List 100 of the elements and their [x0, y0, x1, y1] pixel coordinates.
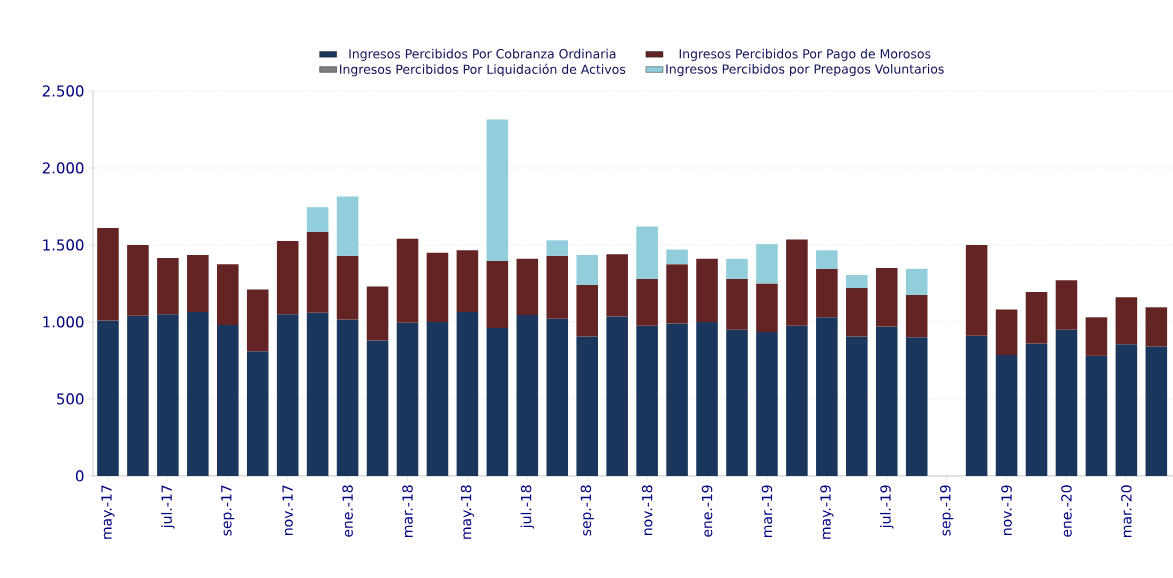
bar: [157, 258, 179, 315]
bar: [756, 332, 778, 476]
bar: [306, 312, 329, 476]
bar: [187, 311, 209, 476]
x-tick-label: ene.-18: [342, 485, 353, 537]
bar: [546, 318, 569, 476]
bar: [1115, 344, 1138, 476]
bar: [576, 255, 598, 286]
legend-label: Ingresos Percibidos por Prepagos Voluntarios: [666, 64, 944, 77]
bar: [246, 351, 269, 476]
bar: [576, 285, 598, 337]
bar: [726, 278, 748, 330]
x-tick-label: jul.-19: [880, 485, 894, 529]
bar: [546, 240, 569, 256]
bar: [1145, 346, 1168, 476]
bar: [426, 321, 449, 476]
bar: [756, 283, 778, 332]
bar: [576, 336, 598, 476]
bar: [1115, 297, 1138, 345]
y-tick-label: 2.500: [42, 85, 84, 97]
bar: [696, 258, 718, 322]
bar: [187, 255, 209, 312]
bar: [1085, 317, 1108, 356]
bar: [905, 295, 928, 338]
bar: [306, 207, 329, 232]
bar: [336, 255, 359, 320]
bar: [396, 238, 419, 323]
x-tick-label: ene.-20: [1061, 485, 1072, 537]
x-tick-label: mar.-18: [402, 485, 413, 537]
bar: [396, 322, 419, 476]
y-tick-label: 2.000: [42, 162, 84, 174]
x-tick-label: mar.-19: [761, 485, 773, 537]
bar: [905, 337, 928, 476]
x-tick-label: may.-17: [101, 485, 115, 539]
bar: [965, 245, 988, 336]
bar: [816, 250, 838, 269]
bar: [666, 264, 688, 324]
bar: [875, 326, 898, 476]
x-tick-label: sep.-18: [580, 485, 594, 536]
bar: [965, 335, 988, 476]
bar: [666, 249, 688, 265]
bar: [756, 244, 778, 284]
bar: [456, 311, 479, 476]
bar: [696, 321, 718, 476]
x-tick-label: sep.-19: [940, 485, 954, 536]
y-tick-label: 1.000: [43, 316, 84, 328]
x-tick-label: nov.-18: [641, 485, 653, 535]
bar: [216, 325, 239, 476]
bar: [846, 336, 868, 476]
bar: [97, 320, 119, 476]
bar: [456, 250, 479, 312]
bar: [516, 315, 539, 476]
legend-label: Ingresos Percibidos Por Liquidación de Activos: [340, 63, 626, 77]
bar: [726, 258, 748, 279]
y-tick-label: 0: [75, 470, 84, 482]
bar: [846, 275, 868, 289]
legend-label: Ingresos Percibidos Por Pago de Morosos: [679, 48, 931, 61]
y-tick-label: 500: [57, 393, 84, 405]
bar: [486, 119, 509, 262]
x-tick-label: jul.-18: [520, 485, 535, 529]
bar: [486, 261, 509, 329]
bar: [276, 314, 299, 476]
bar: [846, 288, 868, 337]
bar: [516, 258, 539, 316]
bar: [306, 231, 329, 313]
bar: [127, 315, 149, 476]
bar: [1025, 343, 1048, 476]
bar: [1055, 329, 1078, 476]
bar: [366, 340, 389, 476]
bar: [127, 245, 149, 316]
bar: [216, 264, 239, 326]
bar: [636, 278, 658, 326]
x-tick-label: nov.-17: [282, 485, 293, 535]
bar: [606, 316, 628, 476]
bar: [486, 328, 509, 476]
bar: [636, 325, 658, 476]
bar: [995, 355, 1018, 476]
bar: [875, 268, 898, 327]
x-tick-label: may.-18: [460, 485, 475, 539]
x-tick-label: may.-19: [820, 485, 834, 539]
bar: [786, 239, 808, 326]
bar: [546, 255, 569, 319]
legend-label: Ingresos Percibidos Por Cobranza Ordinaria: [349, 48, 616, 61]
bar: [1085, 355, 1108, 476]
bar: [816, 268, 838, 318]
bar: [905, 268, 928, 296]
bar: [366, 286, 389, 341]
bar: [636, 226, 658, 279]
bar: [666, 323, 688, 476]
x-tick-label: sep.-17: [221, 485, 235, 536]
bar: [246, 289, 269, 352]
bar: [816, 317, 838, 476]
x-tick-label: ene.-19: [701, 485, 713, 537]
bar: [1025, 291, 1048, 344]
bar: [97, 228, 119, 321]
bar: [786, 325, 808, 476]
bar: [336, 319, 359, 476]
bar: [157, 314, 179, 476]
bar: [276, 241, 299, 315]
x-tick-label: mar.-20: [1121, 485, 1132, 537]
